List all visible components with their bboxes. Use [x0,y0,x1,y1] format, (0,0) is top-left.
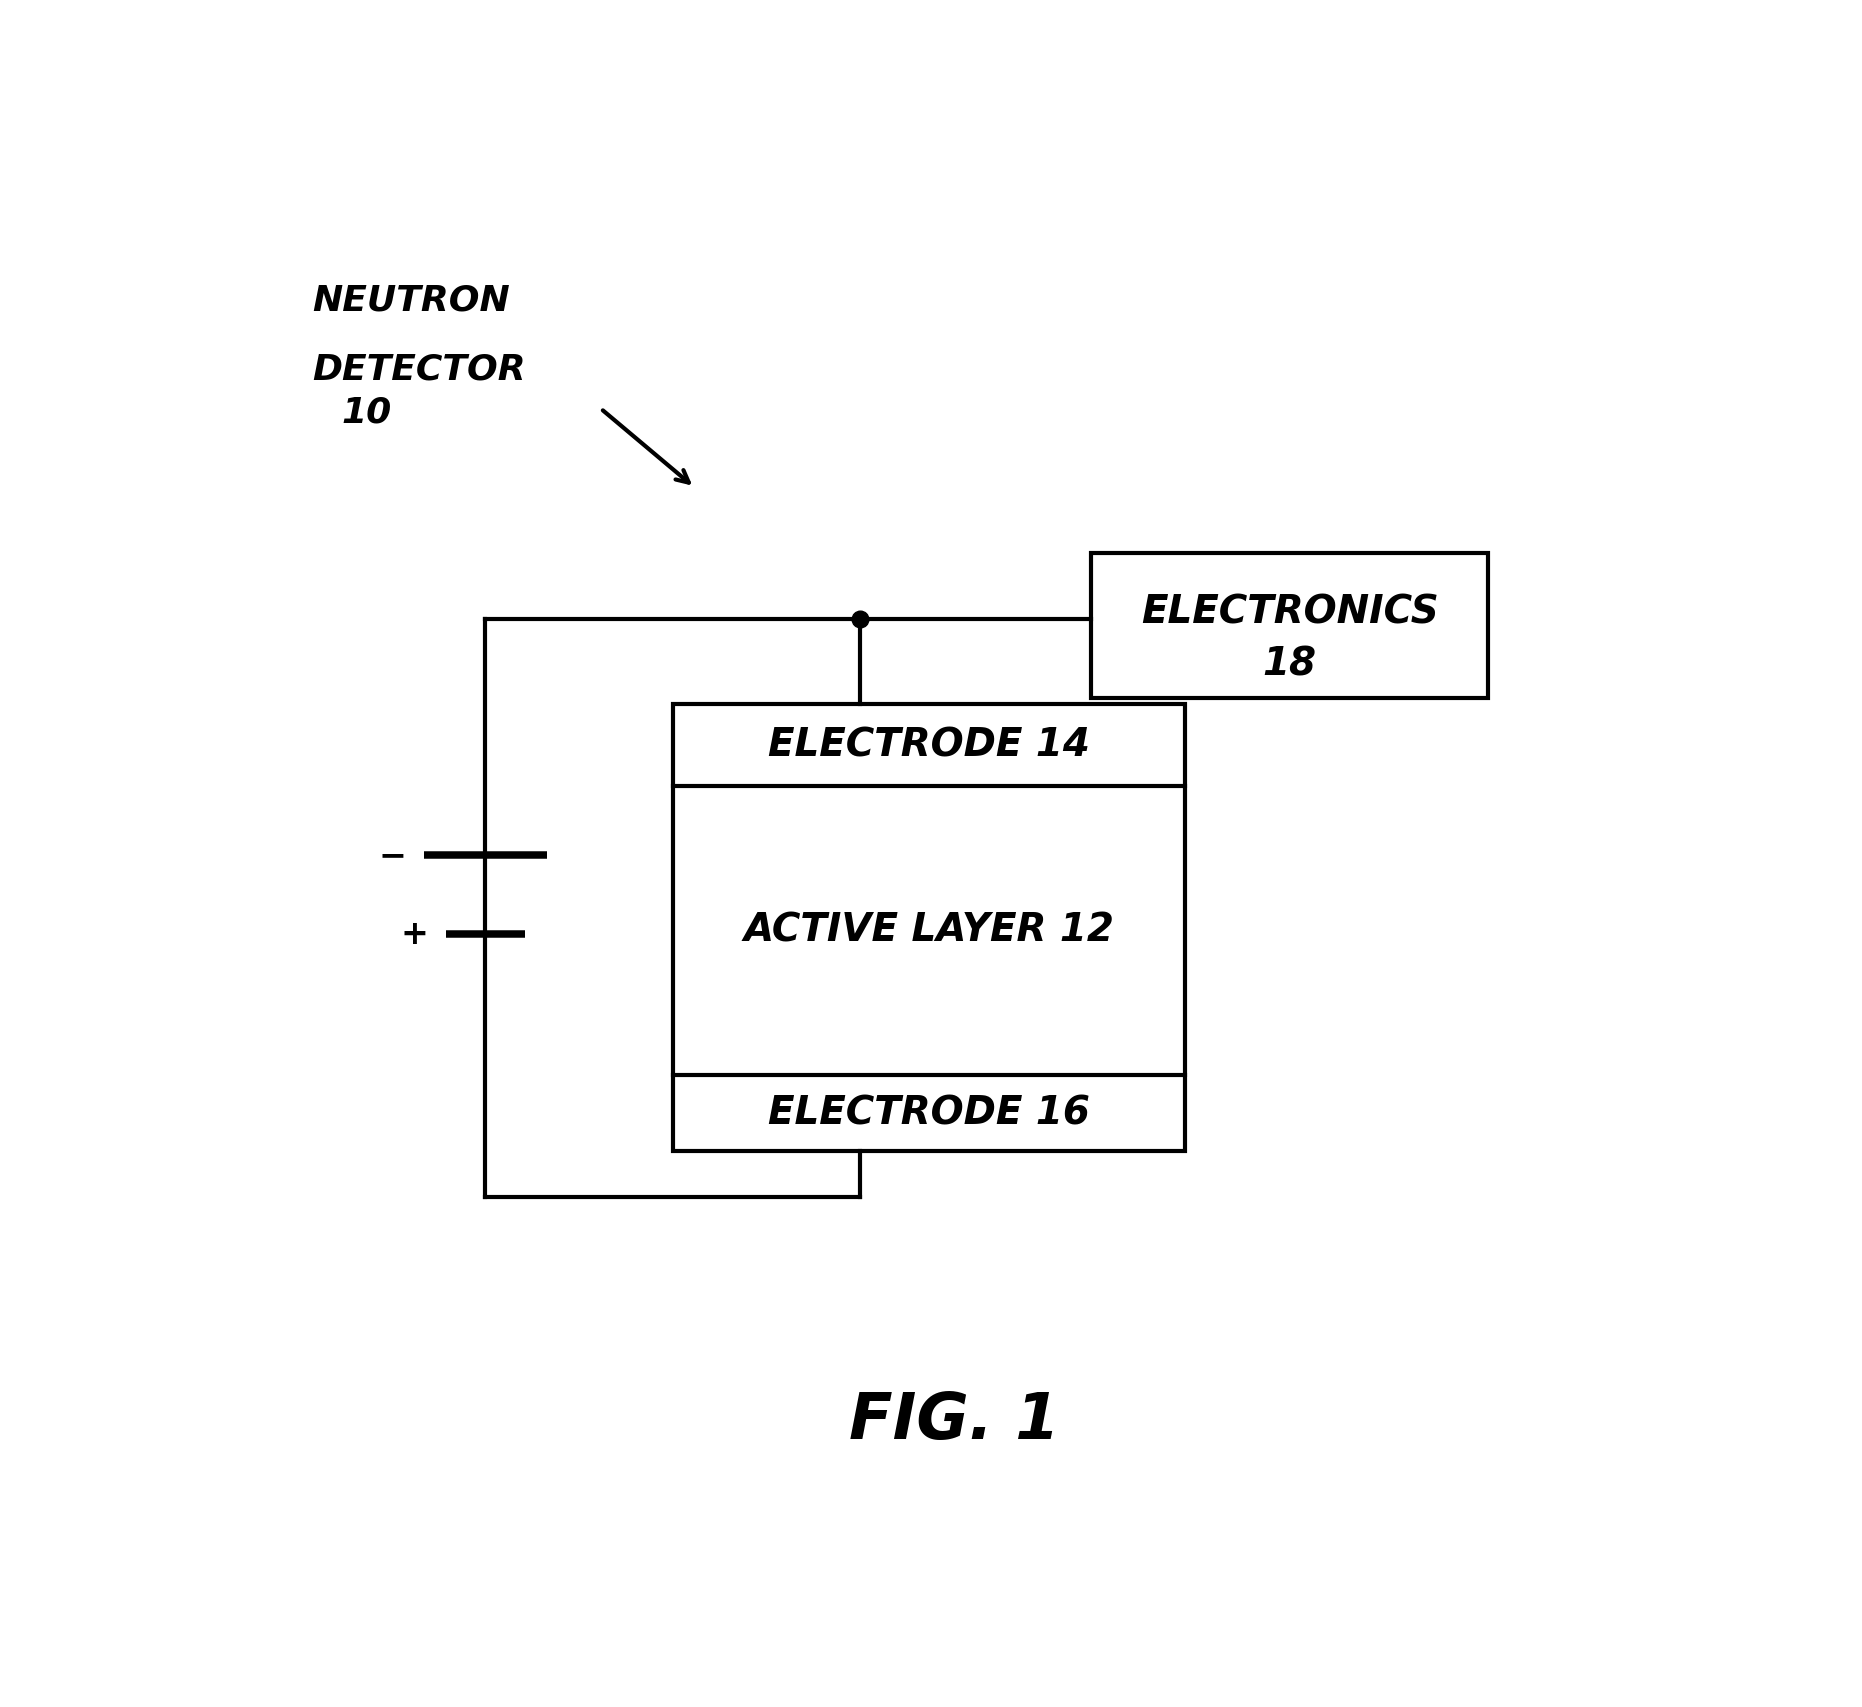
Text: +: + [400,918,428,951]
Text: NEUTRON: NEUTRON [313,283,510,318]
Text: ELECTRONICS: ELECTRONICS [1141,594,1439,632]
Text: DETECTOR: DETECTOR [313,352,525,386]
Text: 10: 10 [341,396,391,430]
Text: 18: 18 [1262,645,1316,685]
Text: −: − [378,838,406,872]
Bar [1091,553,1488,698]
Text: FIG. 1: FIG. 1 [849,1389,1059,1451]
Bar [672,705,1184,1151]
Text: ELECTRODE 14: ELECTRODE 14 [769,725,1089,765]
Text: ELECTRODE 16: ELECTRODE 16 [769,1094,1089,1132]
Text: ACTIVE LAYER 12: ACTIVE LAYER 12 [743,912,1115,949]
